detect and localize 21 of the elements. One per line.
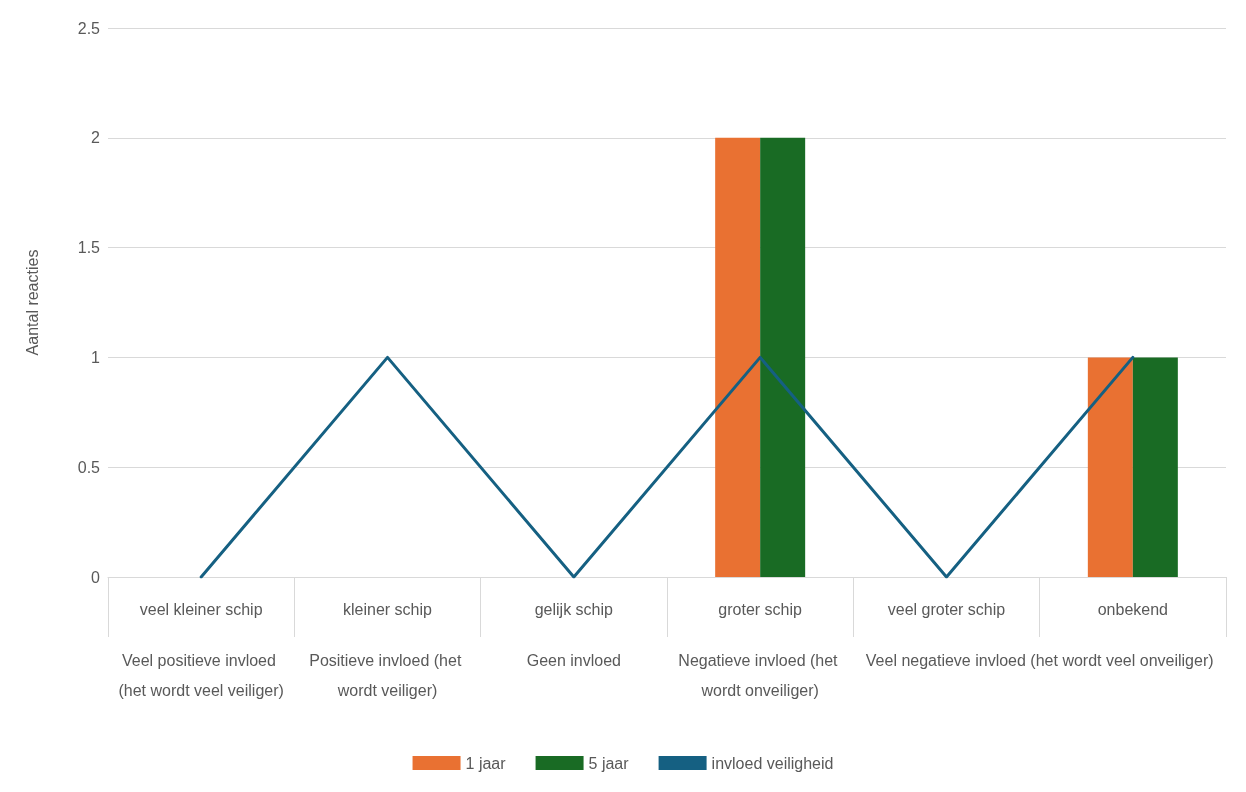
x-tick-label: onbekend	[1097, 600, 1168, 618]
text: Veel positieve invloed (het wordt veel veiliger)	[118, 651, 284, 699]
x-tick-label: gelijk schip	[534, 600, 614, 618]
x-tick-label: veel kleiner schip	[139, 600, 263, 618]
text: Veel negatieve invloed (het wordt veel onveiliger)	[865, 651, 1214, 669]
y-tick-label: 2	[91, 129, 101, 147]
y-tick-label: 0.5	[77, 458, 101, 476]
legend-label: invloed veiligheid	[711, 754, 834, 772]
x-tick-label: groter schip	[718, 600, 803, 618]
legend-label: 1 jaar	[465, 754, 507, 772]
text: Positieve invloed (het wordt veiliger)	[309, 651, 466, 699]
text: Geen invloed	[526, 651, 621, 669]
legend-label: 5 jaar	[588, 754, 630, 772]
x-tick-label: veel groter schip	[887, 600, 1006, 618]
text: Negatieve invloed (het wordt onveiliger)	[678, 651, 842, 699]
y-tick-label: 1	[91, 348, 101, 366]
x-tick-label: kleiner schip	[343, 600, 433, 618]
y-tick-label: 1.5	[77, 239, 101, 257]
y-tick-label: 0	[91, 568, 101, 586]
y-tick-label: 2.5	[77, 19, 101, 37]
y-axis-title: Aantal reacties	[23, 249, 41, 356]
